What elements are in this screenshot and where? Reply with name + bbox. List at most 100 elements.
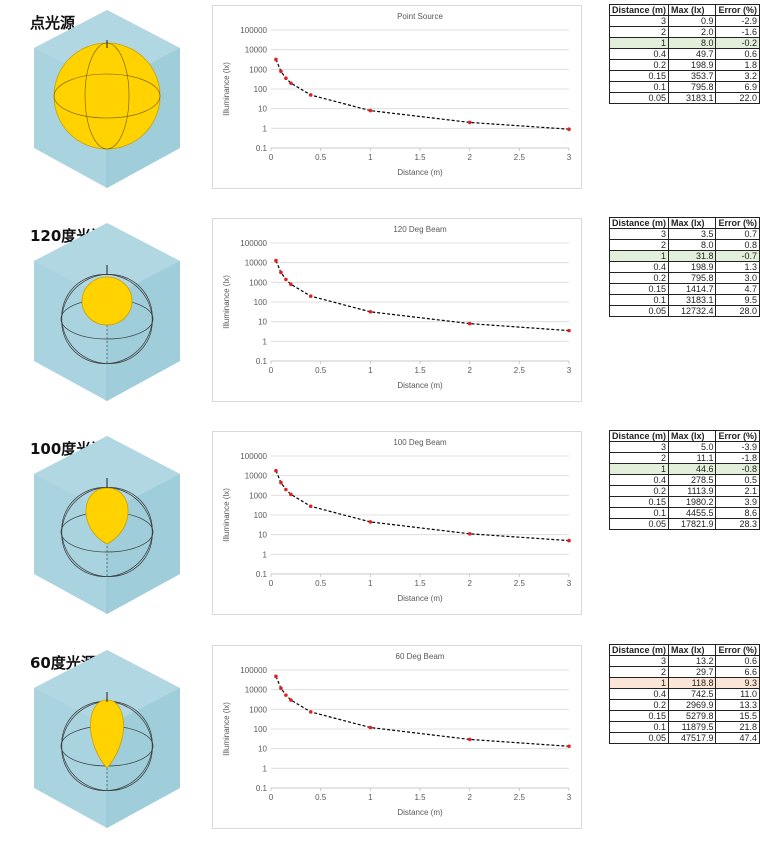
data-point: [368, 520, 373, 524]
y-tick-label: 1: [263, 550, 268, 559]
data-point: [284, 487, 288, 492]
table-cell: 1: [608, 37, 670, 49]
table-cell: 2: [608, 666, 670, 678]
chart-svg: Point Source 0.1 1 10 100 1000 10000 100000 0 0.5…: [222, 12, 572, 177]
table-cell: 3183.1: [668, 92, 717, 104]
table-cell: 3.5: [668, 228, 717, 240]
x-tick-label: 1.5: [414, 366, 426, 375]
table-cell: 1: [608, 250, 670, 262]
table-header-row: Distance (m) Max (lx) Error (%): [608, 644, 760, 656]
table-cell: -0.7: [715, 250, 760, 262]
table-cell: 17821.9: [668, 518, 717, 530]
trend-line: [275, 260, 570, 332]
data-point: [467, 531, 472, 536]
data-point: [274, 674, 278, 679]
table-header-row: Distance (m) Max (lx) Error (%): [608, 4, 760, 16]
table-cell: 1414.7: [668, 283, 717, 295]
table-cell: 2969.9: [668, 699, 717, 711]
x-axis-label: Distance (m): [397, 808, 443, 817]
illuminance-chart: Point Source 0.1 1 10 100 1000 10000 100000 0 0.5…: [212, 5, 582, 189]
table-cell: 0.4: [608, 261, 670, 273]
table-row: 0.05 3183.1 22.0: [608, 92, 760, 104]
y-tick-label: 100000: [240, 26, 267, 35]
data-point: [289, 492, 293, 497]
x-tick-label: 1: [368, 366, 373, 375]
table-cell: 198.9: [668, 59, 717, 71]
table-header-row: Distance (m) Max (lx) Error (%): [608, 217, 760, 229]
y-tick-label: 1000: [249, 65, 267, 74]
x-tick-label: 0.5: [315, 366, 327, 375]
table-cell: 4455.5: [668, 507, 717, 519]
table-cell: 44.6: [668, 463, 717, 475]
column-header: Max (lx): [668, 644, 717, 656]
x-tick-label: 0.5: [315, 793, 327, 802]
column-header: Max (lx): [668, 4, 717, 16]
table-cell: 353.7: [668, 70, 717, 82]
data-point: [567, 744, 571, 749]
x-tick-label: 2.5: [514, 579, 526, 588]
column-header: Error (%): [715, 430, 760, 442]
table-cell: -0.2: [715, 37, 760, 49]
wire-orbit: [61, 700, 153, 792]
x-tick-label: 2.5: [514, 366, 526, 375]
table-cell: 5.0: [668, 441, 717, 453]
data-point: [279, 69, 283, 74]
y-tick-label: 1000: [249, 491, 267, 500]
wire-orbit: [61, 486, 153, 578]
column-header: Distance (m): [608, 430, 670, 442]
chart-svg: 60 Deg Beam 0.1 1 10 100 1000 10000 100000 0 0.5 1…: [222, 652, 572, 817]
table-row: 0.4 742.5 11.0: [608, 688, 760, 700]
table-cell: 0.2: [608, 272, 670, 284]
y-tick-label: 1: [263, 764, 268, 773]
table-cell: 0.6: [715, 655, 760, 667]
table-row: 2 2.0 -1.6: [608, 26, 760, 38]
trend-line: [275, 470, 570, 542]
data-point: [368, 309, 373, 314]
y-tick-label: 0.1: [256, 144, 268, 153]
y-tick-label: 0.1: [256, 784, 268, 793]
wire-orbit: [61, 486, 153, 578]
results-table: Distance (m) Max (lx) Error (%) 3 13.2 0.6 2 29…: [608, 644, 760, 744]
y-tick-label: 10000: [245, 259, 268, 268]
x-tick-label: 2: [467, 579, 472, 588]
table-row: 0.15 1414.7 4.7: [608, 283, 760, 295]
table-cell: 6.6: [715, 666, 760, 678]
table-row: 2 29.7 6.6: [608, 666, 760, 678]
table-cell: 0.2: [608, 699, 670, 711]
table-cell: -1.8: [715, 452, 760, 464]
table-row: 0.2 795.8 3.0: [608, 272, 760, 284]
column-header: Error (%): [715, 217, 760, 229]
table-cell: 49.7: [668, 48, 717, 60]
table-cell: 0.5: [715, 474, 760, 486]
table-cell: 3: [608, 228, 670, 240]
table-row: 0.4 278.5 0.5: [608, 474, 760, 486]
x-tick-label: 0: [269, 153, 274, 162]
y-axis-label: Illuminance (lx): [222, 488, 231, 542]
x-tick-label: 1.5: [414, 793, 426, 802]
table-cell: 0.1: [608, 507, 670, 519]
table-cell: 0.15: [608, 70, 670, 82]
x-tick-label: 1: [368, 579, 373, 588]
x-tick-label: 0.5: [315, 153, 327, 162]
x-axis-label: Distance (m): [397, 168, 443, 177]
y-tick-label: 10: [258, 745, 267, 754]
y-tick-label: 10: [258, 105, 267, 114]
table-cell: 0.9: [668, 15, 717, 27]
table-row: 0.05 17821.9 28.3: [608, 518, 760, 530]
data-point: [308, 710, 313, 714]
table-row: 0.1 795.8 6.9: [608, 81, 760, 93]
illuminance-chart: 60 Deg Beam 0.1 1 10 100 1000 10000 100000 0 0.5 1…: [212, 645, 582, 829]
table-cell: 0.4: [608, 688, 670, 700]
table-cell: 9.5: [715, 294, 760, 306]
column-header: Distance (m): [608, 644, 670, 656]
table-cell: 1.8: [715, 59, 760, 71]
table-cell: 0.7: [715, 228, 760, 240]
chart-svg: 120 Deg Beam 0.1 1 10 100 1000 10000 100000 0 0.5…: [222, 225, 572, 390]
y-tick-label: 100000: [240, 666, 267, 675]
table-cell: 22.0: [715, 92, 760, 104]
y-tick-label: 10000: [245, 686, 268, 695]
data-point: [308, 504, 313, 509]
table-cell: -0.8: [715, 463, 760, 475]
table-row: 1 118.8 9.3: [608, 677, 760, 689]
table-cell: 2: [608, 452, 670, 464]
